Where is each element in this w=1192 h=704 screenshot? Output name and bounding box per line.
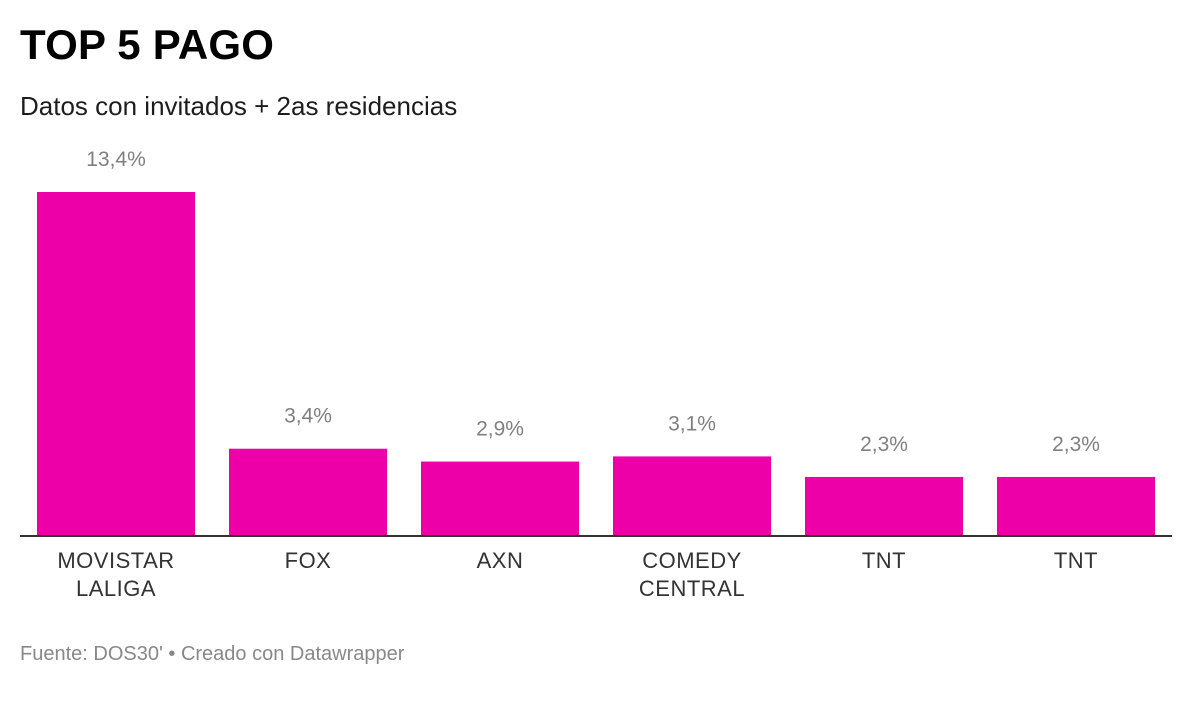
category-label-1-0: FOX <box>285 548 332 573</box>
category-label-4-0: TNT <box>862 548 906 573</box>
bars-group <box>37 192 1155 536</box>
category-label-0-0: MOVISTAR <box>57 548 174 573</box>
bar-2 <box>421 461 579 536</box>
bar-3 <box>613 456 771 536</box>
bar-5 <box>997 476 1155 536</box>
chart-subtitle: Datos con invitados + 2as residencias <box>20 91 458 121</box>
category-label-3-1: CENTRAL <box>639 576 745 601</box>
source-prefix: Fuente: <box>20 643 88 665</box>
bar-0 <box>37 192 195 536</box>
datawrapper-credit-link[interactable]: Creado con Datawrapper <box>180 643 405 665</box>
value-label-4: 2,3% <box>860 433 908 456</box>
bar-4 <box>805 476 963 536</box>
value-label-2: 2,9% <box>476 418 524 441</box>
value-label-5: 2,3% <box>1052 433 1100 456</box>
source-link[interactable]: DOS30' <box>93 643 163 665</box>
bar-chart: 13,4% MOVISTAR LALIGA 3,4% FOX 2,9% AXN 3,1% COM… <box>20 148 1172 601</box>
category-label-3-0: COMEDY <box>642 548 742 573</box>
category-label-0-1: LALIGA <box>76 576 156 601</box>
value-label-1: 3,4% <box>284 405 332 428</box>
category-label-5-0: TNT <box>1054 548 1098 573</box>
category-label-2-0: AXN <box>477 548 524 573</box>
labels-group: 13,4% MOVISTAR LALIGA 3,4% FOX 2,9% AXN 3,1% COM… <box>57 148 1100 601</box>
value-label-0: 13,4% <box>86 148 146 171</box>
chart-footer: Fuente: DOS30' • Creado con Datawrapper <box>20 641 404 667</box>
value-label-3: 3,1% <box>668 412 716 435</box>
chart-title: TOP 5 PAGO <box>20 21 275 68</box>
footer-separator: • <box>168 643 176 665</box>
bar-1 <box>229 448 387 536</box>
